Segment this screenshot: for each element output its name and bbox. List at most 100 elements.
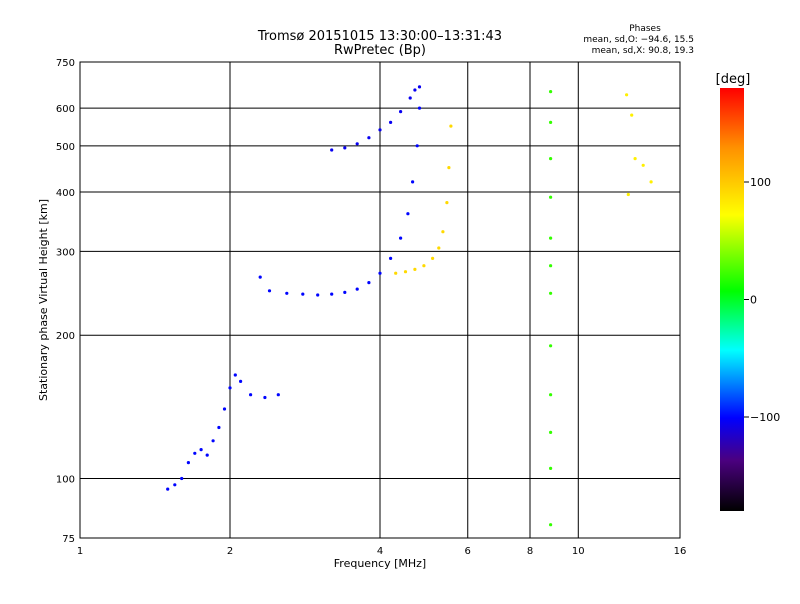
data-point (403, 270, 408, 274)
data-point (445, 201, 449, 205)
data-point (649, 180, 653, 184)
x-tick-label-2: 4 (377, 546, 383, 557)
data-point (399, 236, 403, 240)
data-point (199, 448, 203, 452)
data-point (389, 256, 393, 260)
data-point (285, 291, 289, 295)
data-point (625, 93, 629, 97)
phases-mean-o: mean, sd,O: −94.6, 15.5 (583, 35, 694, 45)
y-axis-label: Stationary phase Virtual Height [km] (37, 199, 50, 401)
data-point (549, 523, 553, 527)
data-point (186, 461, 190, 465)
colorbar-ticks: 100 0 −100 (744, 176, 780, 424)
data-point (415, 144, 419, 148)
data-point (394, 271, 398, 275)
data-point (258, 275, 262, 279)
o-trace-upper-trace (330, 85, 422, 152)
scatter-cluster-12-14-trace (625, 93, 653, 197)
data-point (249, 393, 253, 397)
data-point (447, 166, 451, 170)
data-point (630, 113, 634, 117)
data-point (549, 120, 553, 124)
x-axis-label: Frequency [MHz] (334, 557, 426, 570)
data-point (406, 212, 410, 216)
data-point (239, 379, 243, 383)
data-point (355, 287, 359, 291)
data-point (449, 124, 453, 128)
data-point (549, 291, 553, 295)
data-point (267, 289, 272, 293)
data-point (399, 110, 403, 114)
data-point (633, 157, 637, 161)
data-point (263, 395, 267, 400)
y-tick-labels: 75 100 200 300 400 500 600 750 (56, 58, 75, 545)
x-tick-label-0: 1 (77, 546, 83, 557)
data-point (408, 96, 412, 100)
data-point (367, 136, 371, 140)
x-tick-label-6: 16 (674, 546, 687, 557)
y-tick-label-5: 500 (56, 142, 75, 153)
data-point (367, 281, 371, 285)
data-point (549, 264, 553, 268)
data-point (417, 85, 422, 89)
colorbar-tick-label-0: 100 (750, 176, 771, 189)
data-point (166, 487, 170, 491)
y-tick-label-4: 400 (56, 188, 75, 199)
data-point (378, 128, 382, 132)
data-point (276, 393, 280, 397)
data-point (316, 293, 320, 297)
y-tick-label-3: 300 (56, 247, 75, 258)
data-point (413, 267, 417, 271)
o-trace-main-trace (258, 106, 422, 297)
data-point (413, 88, 417, 92)
data-point (641, 163, 645, 167)
colorbar: [deg] 100 0 −100 (716, 72, 780, 511)
y-tick-label-1: 100 (56, 475, 75, 486)
data-point (228, 386, 232, 390)
scatter-cluster-8-8-trace (549, 90, 553, 527)
data-point (411, 180, 415, 184)
data-point (441, 230, 445, 234)
colorbar-label: [deg] (716, 72, 751, 87)
data-point (549, 90, 553, 94)
data-point (193, 451, 197, 455)
data-point (549, 236, 553, 240)
data-point (417, 106, 422, 110)
data-point (549, 393, 553, 397)
data-point (211, 439, 215, 443)
y-tick-label-6: 600 (56, 104, 75, 115)
data-point (549, 344, 553, 348)
chart-title: Tromsø 20151015 13:30:00–13:31:43 (257, 29, 502, 44)
data-point (549, 157, 553, 161)
data-point (431, 256, 435, 260)
y-tick-label-7: 750 (56, 58, 75, 69)
data-point (549, 466, 553, 470)
data-point (355, 142, 359, 146)
chart-subtitle: RwPretec (Bp) (334, 43, 426, 58)
data-point (422, 264, 426, 268)
data-point (222, 407, 227, 411)
x-tick-label-4: 8 (527, 546, 533, 557)
data-point (549, 195, 553, 199)
plot-frame (79, 61, 681, 539)
data-points-layer (166, 85, 653, 527)
x-tick-label-5: 10 (572, 546, 585, 557)
colorbar-gradient (720, 88, 744, 511)
x-tick-labels: 1 2 4 6 8 10 16 (77, 546, 687, 557)
x-tick-label-1: 2 (227, 546, 233, 557)
data-point (343, 290, 347, 294)
y-tick-label-2: 200 (56, 331, 75, 342)
data-point (378, 271, 382, 275)
data-point (549, 430, 553, 434)
data-point (180, 476, 184, 481)
colorbar-tick-label-2: −100 (750, 411, 780, 424)
data-point (173, 483, 177, 487)
colorbar-tick-label-1: 0 (750, 294, 757, 307)
data-point (205, 453, 209, 457)
o-trace-low-trace (166, 373, 280, 491)
grid-layer (80, 62, 680, 538)
data-point (330, 292, 334, 296)
data-point (343, 146, 347, 150)
